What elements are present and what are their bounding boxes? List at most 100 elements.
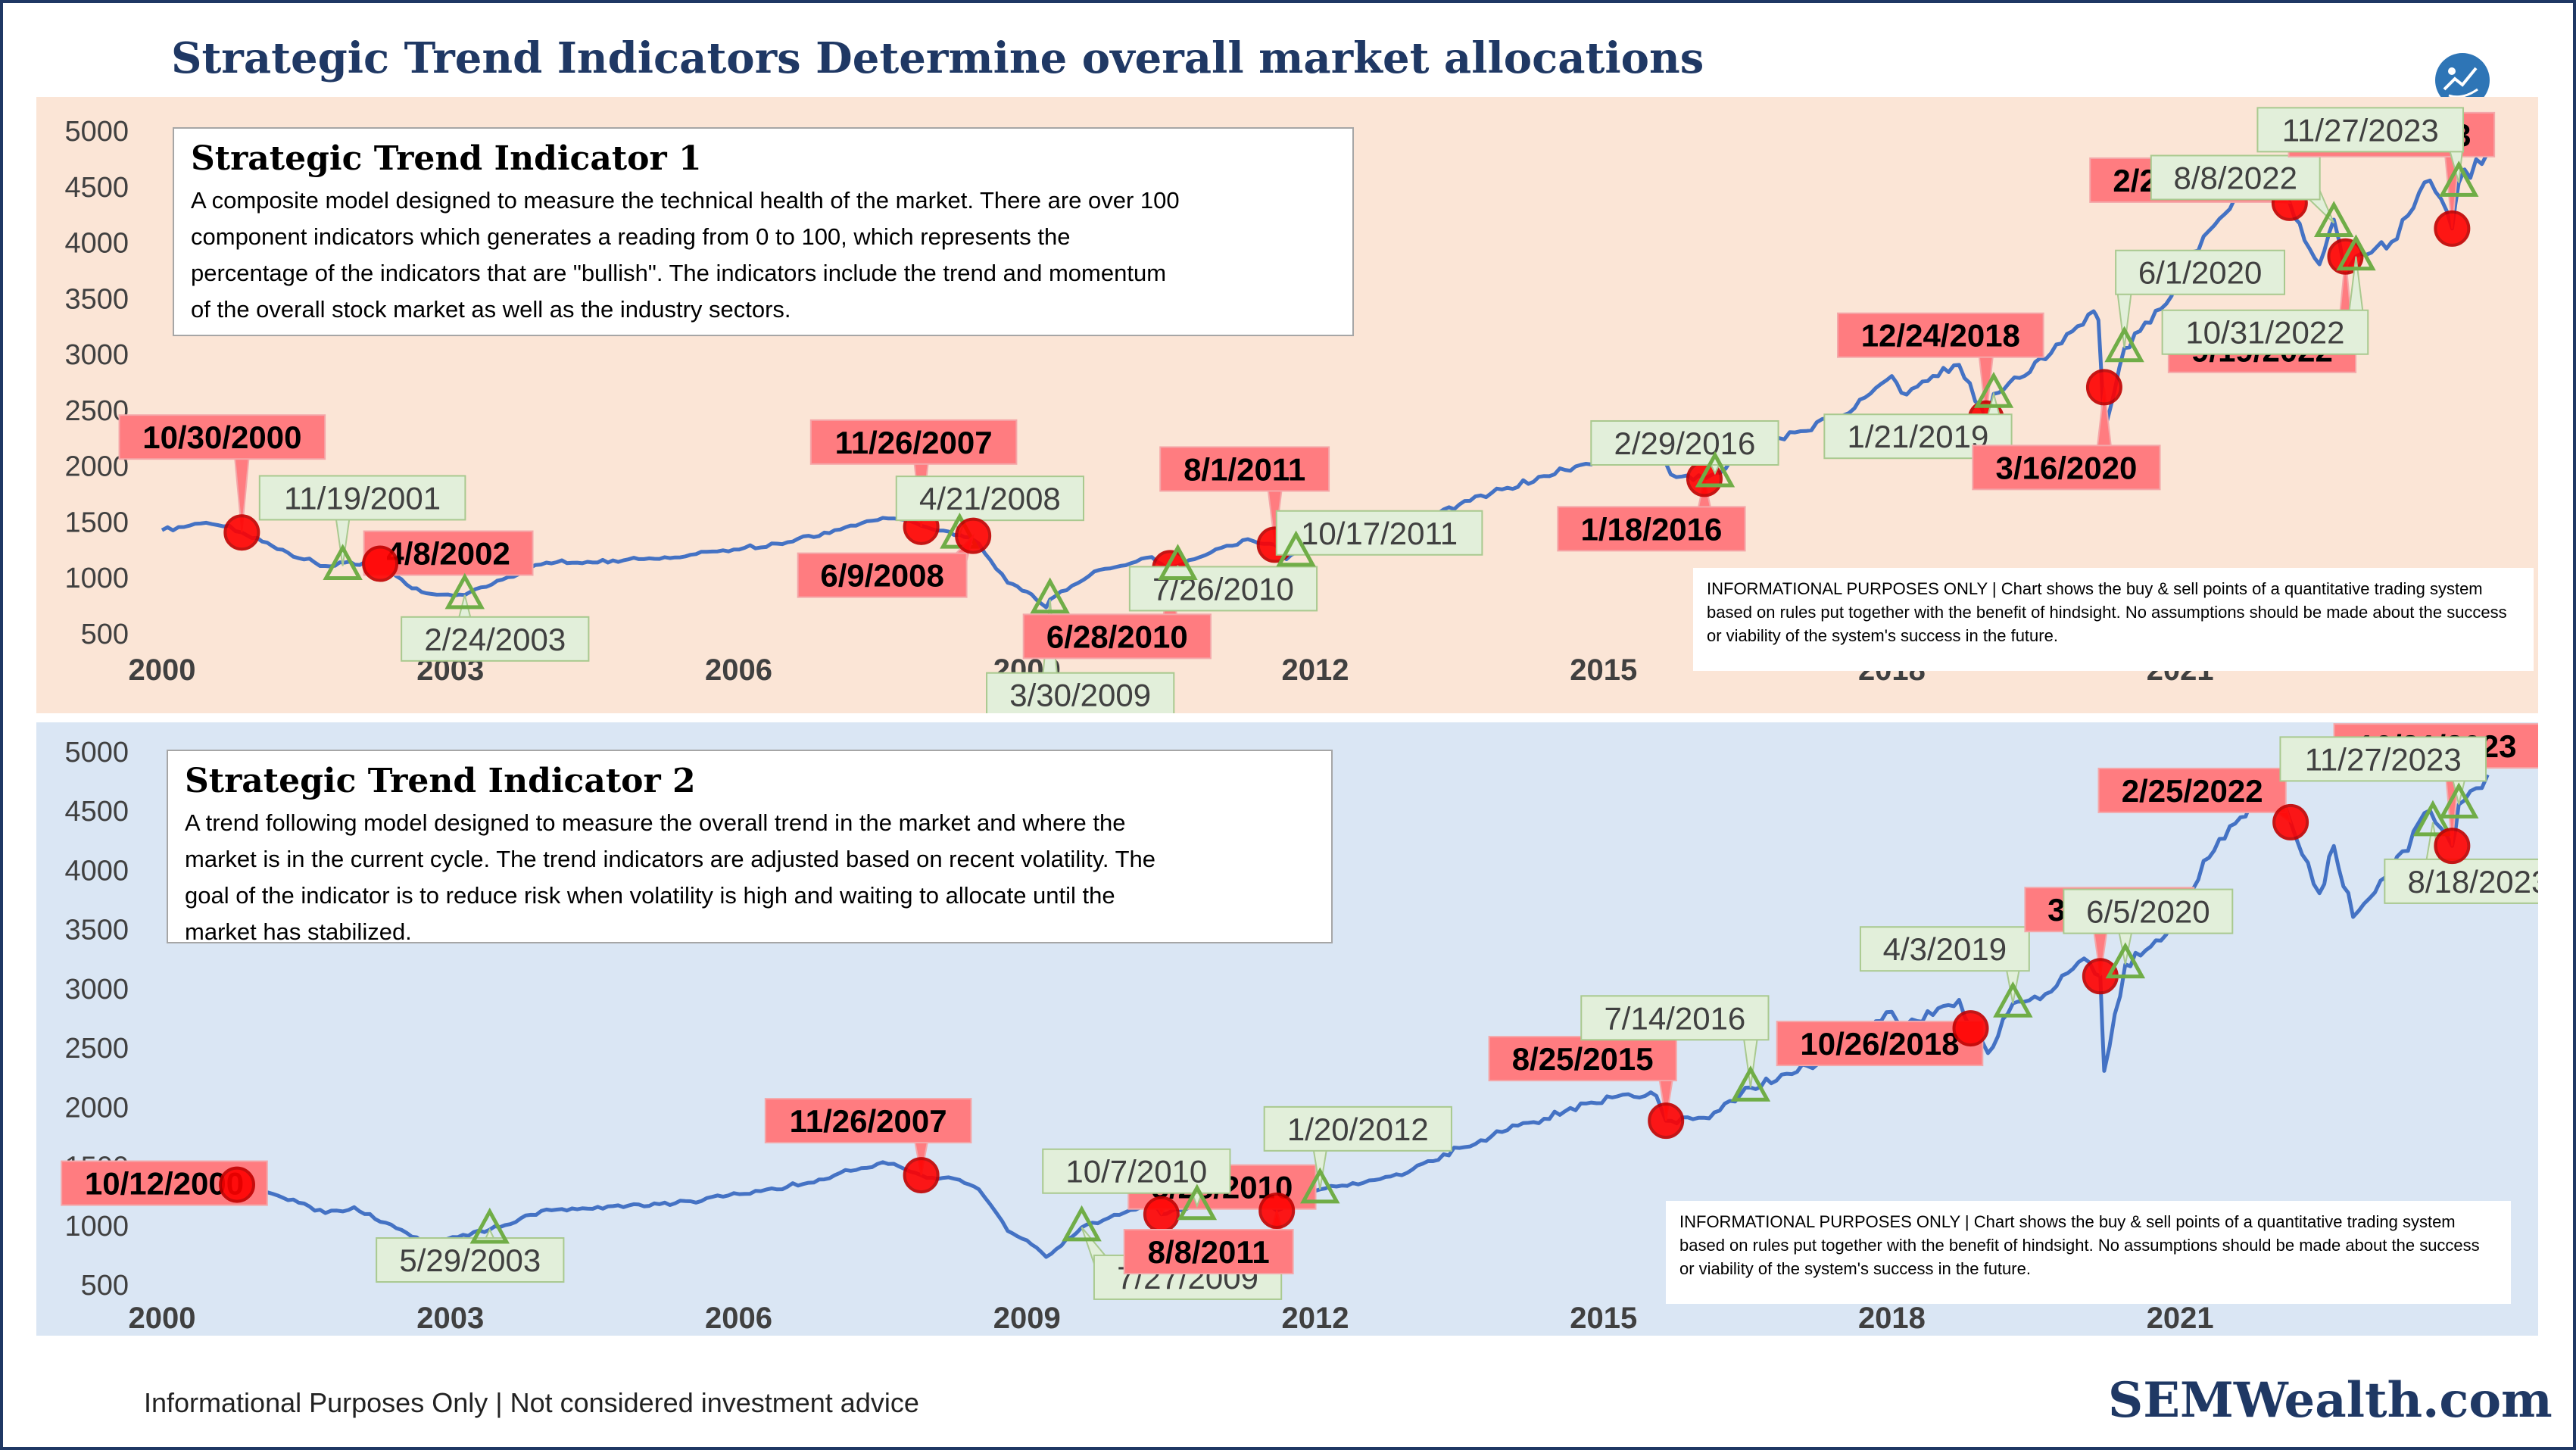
sell-date-label-box — [1022, 613, 1212, 660]
x-tick-label: 2003 — [416, 1302, 484, 1335]
sell-signal-marker — [218, 1166, 255, 1203]
sell-date-label-box — [1776, 1021, 1984, 1067]
buy-signal-marker — [2412, 800, 2453, 837]
indicator-1-description-body: A composite model designed to measure th… — [191, 187, 1180, 323]
sell-signal-marker — [1258, 1193, 1296, 1230]
indicator-2-chart: 5000450040003500300025002000150010005002… — [61, 723, 2538, 1335]
buy-signal-marker — [2439, 782, 2479, 819]
sell-date-label-box — [118, 414, 326, 460]
sell-signal-marker — [1143, 1196, 1180, 1233]
sell-date-label: 11/26/2007 — [790, 1103, 947, 1139]
y-tick-label: 1000 — [64, 563, 129, 594]
buy-signal-marker — [1276, 530, 1316, 567]
y-tick-label: 4000 — [64, 855, 129, 887]
x-tick-label: 2012 — [1281, 1302, 1349, 1335]
sell-signal-marker — [2434, 210, 2471, 247]
y-tick-label: 3500 — [64, 915, 129, 946]
x-tick-label: 2000 — [129, 1302, 196, 1335]
buy-date-label: 10/7/2010 — [1065, 1154, 1207, 1190]
sell-date-label: 8/8/2011 — [1148, 1234, 1270, 1270]
y-tick-label: 2000 — [64, 1092, 129, 1124]
sell-date-label-box — [1123, 1229, 1294, 1275]
buy-date-label: 6/5/2020 — [2086, 894, 2210, 930]
buy-date-label-box — [376, 1237, 565, 1283]
sell-date-label-box — [809, 419, 1018, 465]
buy-date-label: 1/20/2012 — [1287, 1112, 1429, 1147]
sell-date-label: 10/26/2018 — [1800, 1026, 1959, 1062]
sell-date-label: 6/9/2008 — [820, 558, 944, 594]
buy-date-label: 3/30/2009 — [1009, 678, 1151, 713]
buy-date-label-box — [1275, 510, 1483, 556]
buy-signal-marker — [2314, 201, 2354, 237]
sell-signal-marker — [2085, 369, 2122, 406]
buy-date-label-box — [2279, 736, 2487, 782]
buy-date-label: 11/19/2001 — [284, 480, 441, 516]
buy-date-label: 8/8/2022 — [2173, 160, 2297, 195]
buy-signal-marker — [1993, 981, 2033, 1018]
x-tick-label: 2021 — [2147, 1302, 2214, 1335]
semwealth-logo-icon — [2435, 53, 2490, 108]
y-tick-label: 5000 — [64, 116, 129, 148]
indicator-1-description-title: Strategic Trend Indicator 1 — [191, 139, 702, 178]
sell-date-label-box — [764, 1098, 972, 1144]
sell-date-label-box — [1557, 506, 1746, 552]
buy-signal-marker — [2336, 234, 2376, 271]
y-tick-label: 1000 — [64, 1211, 129, 1243]
buy-signal-marker — [2105, 942, 2146, 979]
sell-signal-marker — [2434, 828, 2471, 865]
buy-date-label-box — [2150, 154, 2321, 201]
buy-signal-marker — [1695, 451, 1736, 488]
y-tick-label: 2500 — [64, 1033, 129, 1065]
x-tick-label: 2009 — [993, 1302, 1061, 1335]
buy-date-label-box — [1823, 413, 2013, 460]
indicator-2-panel: 5000450040003500300025002000150010005002… — [36, 722, 2538, 1336]
buy-signal-marker — [1062, 1205, 1102, 1242]
sell-signal-marker — [362, 545, 399, 582]
buy-date-label: 4/3/2019 — [1883, 931, 2007, 967]
indicator-2-description-title: Strategic Trend Indicator 2 — [185, 762, 696, 800]
x-tick-label: 2006 — [705, 653, 772, 687]
buy-date-label: 11/27/2023 — [2282, 112, 2439, 148]
buy-date-label: 11/27/2023 — [2305, 741, 2462, 777]
x-tick-label: 2012 — [1281, 653, 1349, 687]
buy-signal-marker — [1030, 577, 1070, 614]
y-tick-label: 4500 — [64, 796, 129, 828]
buy-date-label-box — [1128, 566, 1318, 612]
buy-date-label-box — [1590, 419, 1779, 466]
indicator-1-disclaimer: INFORMATIONAL PURPOSES ONLY | Chart show… — [1693, 568, 2534, 671]
sell-date-label: 10/30/2000 — [142, 419, 301, 455]
sell-date-label: 8/25/2015 — [1512, 1041, 1654, 1077]
y-tick-label: 1500 — [64, 507, 129, 538]
y-tick-label: 500 — [81, 619, 129, 650]
indicator-1-description: Strategic Trend Indicator 1 A composite … — [173, 127, 1354, 336]
buy-date-label-box — [2384, 858, 2538, 904]
sell-date-label: 4/8/2002 — [386, 536, 510, 572]
sell-date-label: 2/25/2022 — [2122, 773, 2263, 809]
x-tick-label: 2015 — [1570, 653, 1637, 687]
buy-date-label-box — [1042, 1148, 1231, 1194]
sell-date-label-box — [1837, 312, 2044, 358]
buy-date-label: 2/24/2003 — [424, 622, 566, 657]
sell-date-label-box — [1159, 446, 1330, 492]
y-tick-label: 500 — [81, 1270, 129, 1302]
sell-date-label: 10/12/2000 — [85, 1166, 244, 1202]
indicator-2-disclaimer: INFORMATIONAL PURPOSES ONLY | Chart show… — [1666, 1201, 2511, 1304]
buy-date-label-box — [986, 672, 1175, 713]
buy-date-label-box — [2115, 249, 2286, 295]
y-tick-label: 4000 — [64, 228, 129, 260]
page-title: Strategic Trend Indicators Determine ove… — [171, 33, 1704, 83]
buy-date-label-box — [1859, 926, 2030, 972]
sell-signal-marker — [1648, 1102, 1685, 1140]
buy-signal-marker — [2439, 161, 2479, 197]
buy-date-label: 1/21/2019 — [1848, 419, 1989, 454]
sell-date-label-box — [1488, 1036, 1677, 1082]
sell-date-label-box — [797, 552, 968, 598]
sell-date-label: 12/24/2018 — [1861, 318, 2020, 354]
buy-signal-marker — [1730, 1065, 1771, 1102]
price-series-line — [161, 774, 2490, 1259]
y-tick-label: 5000 — [64, 737, 129, 769]
buy-signal-marker — [1158, 544, 1198, 580]
buy-date-label: 4/21/2008 — [919, 481, 1061, 516]
buy-date-label-box — [2063, 888, 2234, 934]
